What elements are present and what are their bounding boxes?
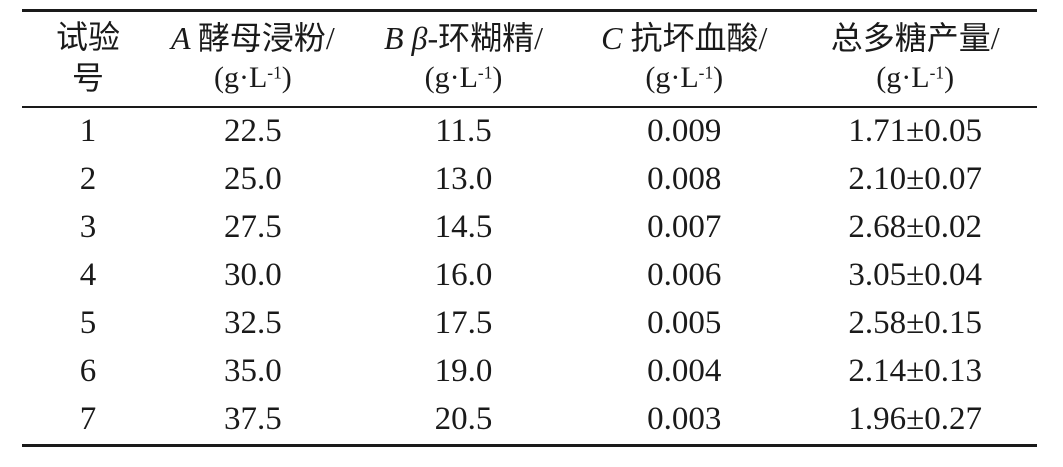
col-header-beta-cyclodextrin: B β-环糊精/ (g·L-1)	[351, 10, 576, 108]
cell-yeast-extract: 32.5	[224, 305, 282, 342]
cell-total-polysaccharide-yield: 2.68±0.02	[848, 209, 982, 246]
cell-total-polysaccharide-yield: 2.10±0.07	[848, 161, 982, 198]
unit-pre: (g·L	[213, 61, 268, 95]
cell-beta-cyclodextrin: 20.5	[434, 401, 493, 438]
unit-superscript: -1	[698, 62, 714, 83]
table-row: 2 25.0 13.0 0.008 2.10±0.07	[22, 156, 1037, 204]
cell-ascorbic-acid: 0.007	[647, 209, 722, 246]
cell-ascorbic-acid: 0.006	[647, 257, 722, 294]
header-row: 试验 号 A 酵母浸粉/ (g·L-1) B β-环糊精/ (g·L-1) C …	[22, 10, 1037, 108]
cell-trial-number: 6	[79, 353, 97, 390]
factor-name: 酵母浸粉/	[197, 20, 335, 57]
unit-pre: (g·L	[876, 61, 930, 95]
cell-total-polysaccharide-yield: 2.58±0.15	[848, 305, 982, 342]
cell-yeast-extract: 25.0	[224, 161, 282, 198]
cell-ascorbic-acid: 0.005	[647, 305, 722, 342]
table-row: 6 35.0 19.0 0.004 2.14±0.13	[22, 348, 1037, 396]
header-unit: (g·L-1)	[352, 59, 575, 97]
col-header-ascorbic-acid: C 抗坏血酸/ (g·L-1)	[575, 10, 794, 108]
cell-trial-number: 4	[79, 257, 97, 294]
cell-yeast-extract: 27.5	[224, 209, 282, 246]
cell-trial-number: 3	[79, 209, 97, 246]
unit-post: )	[713, 61, 724, 95]
header-title: B β-环糊精/	[352, 18, 575, 59]
table-row: 1 22.5 11.5 0.009 1.71±0.05	[22, 107, 1037, 156]
factor-name: 抗坏血酸/	[630, 20, 768, 57]
cell-yeast-extract: 37.5	[224, 401, 282, 438]
header-title: A 酵母浸粉/	[154, 18, 352, 59]
table-row: 5 32.5 17.5 0.005 2.58±0.15	[22, 300, 1037, 348]
unit-pre: (g·L	[645, 61, 699, 95]
unit-post: )	[944, 61, 955, 95]
cell-total-polysaccharide-yield: 3.05±0.04	[848, 257, 982, 294]
factor-letter: C	[601, 20, 631, 57]
factor-name: 总多糖产量/	[830, 20, 1000, 57]
cell-total-polysaccharide-yield: 1.96±0.27	[848, 401, 982, 438]
unit-pre: (g·L	[424, 61, 478, 95]
col-header-yeast-extract: A 酵母浸粉/ (g·L-1)	[153, 10, 352, 108]
cell-beta-cyclodextrin: 11.5	[435, 113, 492, 150]
table-body: 1 22.5 11.5 0.009 1.71±0.05 2 25.0 13.0 …	[22, 107, 1037, 446]
cell-beta-cyclodextrin: 16.0	[434, 257, 493, 294]
cell-trial-number: 7	[79, 401, 97, 438]
table-row: 3 27.5 14.5 0.007 2.68±0.02	[22, 204, 1037, 252]
header-unit: (g·L-1)	[575, 59, 793, 97]
header-title: C 抗坏血酸/	[575, 18, 793, 59]
cell-yeast-extract: 30.0	[224, 257, 282, 294]
unit-superscript: -1	[929, 62, 945, 83]
unit-post: )	[492, 61, 503, 95]
factor-letter: A	[170, 20, 198, 57]
header-title-line2: 号	[71, 59, 104, 96]
table-header: 试验 号 A 酵母浸粉/ (g·L-1) B β-环糊精/ (g·L-1) C …	[22, 10, 1037, 108]
cell-total-polysaccharide-yield: 2.14±0.13	[848, 353, 982, 390]
cell-beta-cyclodextrin: 13.0	[434, 161, 493, 198]
unit-superscript: -1	[477, 62, 493, 83]
experiment-results-table: 试验 号 A 酵母浸粉/ (g·L-1) B β-环糊精/ (g·L-1) C …	[22, 9, 1037, 447]
cell-beta-cyclodextrin: 19.0	[434, 353, 493, 390]
cell-total-polysaccharide-yield: 1.71±0.05	[848, 113, 982, 150]
cell-trial-number: 5	[79, 305, 97, 342]
cell-yeast-extract: 35.0	[224, 353, 282, 390]
cell-beta-cyclodextrin: 14.5	[434, 209, 493, 246]
cell-yeast-extract: 22.5	[224, 113, 282, 150]
header-unit: (g·L-1)	[793, 59, 1037, 97]
factor-name: -环糊精/	[427, 20, 544, 57]
header-unit: (g·L-1)	[154, 59, 352, 97]
header-title-line1: 试验	[55, 19, 120, 55]
table-row: 4 30.0 16.0 0.006 3.05±0.04	[22, 252, 1037, 300]
table-row: 7 37.5 20.5 0.003 1.96±0.27	[22, 396, 1037, 446]
unit-post: )	[281, 61, 292, 95]
cell-ascorbic-acid: 0.003	[647, 401, 722, 438]
factor-letter: B β	[383, 20, 428, 57]
cell-trial-number: 1	[79, 113, 97, 150]
header-title: 总多糖产量/	[793, 18, 1037, 59]
cell-trial-number: 2	[79, 161, 97, 198]
cell-beta-cyclodextrin: 17.5	[434, 305, 493, 342]
col-header-trial-number: 试验 号	[22, 10, 154, 108]
unit-superscript: -1	[267, 62, 282, 83]
cell-ascorbic-acid: 0.004	[647, 353, 722, 390]
col-header-total-polysaccharide-yield: 总多糖产量/ (g·L-1)	[793, 10, 1037, 108]
cell-ascorbic-acid: 0.009	[647, 113, 722, 150]
cell-ascorbic-acid: 0.008	[647, 161, 722, 198]
